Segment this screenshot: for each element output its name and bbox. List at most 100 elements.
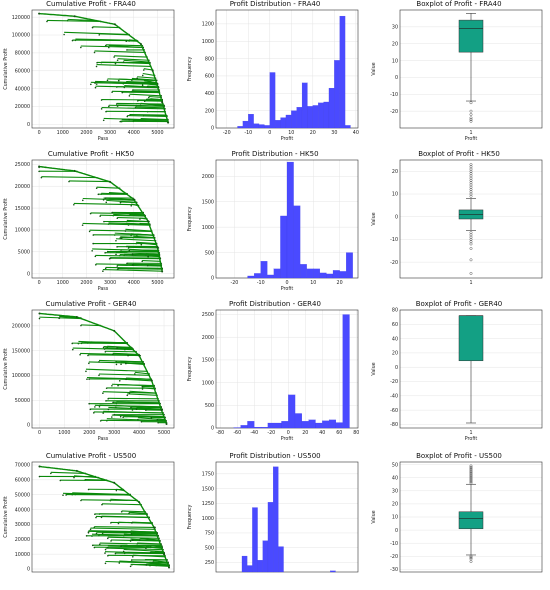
- pass-segment: [99, 33, 130, 36]
- pass-segment: [88, 530, 158, 534]
- chart-svg: -20 -10 0 10 20 30 Profit Value 1: [371, 9, 543, 142]
- y-tick-label: 500: [205, 250, 214, 256]
- y-axis-label: Frequency: [187, 206, 193, 231]
- chart-title: Profit Distribution - HK50: [231, 150, 319, 158]
- y-tick-label: -10: [390, 541, 398, 547]
- outlier-point: [469, 554, 473, 558]
- outlier-point: [469, 469, 473, 473]
- histogram-bar: [301, 421, 309, 429]
- pass-marker: [131, 253, 134, 256]
- y-tick-label: 10: [392, 58, 398, 64]
- x-axis-label: Pass: [98, 436, 109, 442]
- pass-marker: [143, 100, 146, 103]
- pass-marker: [87, 531, 90, 533]
- y-tick-label: 0: [211, 126, 214, 132]
- y-tick-label: 40000: [15, 86, 30, 92]
- pass-marker: [111, 384, 113, 387]
- histogram-bar: [293, 205, 301, 279]
- pass-segment: [90, 212, 144, 215]
- pass-segment: [127, 393, 158, 396]
- histogram-bar: [312, 105, 319, 129]
- outlier-point: [469, 109, 473, 113]
- x-tick-label: 3000: [104, 130, 116, 136]
- pass-marker: [102, 412, 105, 414]
- pass-marker: [128, 118, 130, 121]
- histogram-bar: [328, 87, 335, 129]
- series-point: [38, 12, 41, 15]
- x-tick-label: -80: [216, 430, 224, 436]
- y-tick-label: 10: [392, 192, 398, 198]
- y-tick-label: 200: [205, 108, 214, 114]
- pass-marker: [87, 488, 90, 491]
- pass-marker: [80, 324, 82, 327]
- pass-marker: [104, 552, 106, 554]
- y-tick-label: 15000: [15, 206, 30, 212]
- pass-marker: [94, 82, 96, 84]
- x-axis-label: Profit: [281, 136, 294, 142]
- pass-marker: [93, 51, 96, 54]
- outlier-point: [469, 467, 473, 470]
- y-tick-label: 1000: [202, 516, 214, 522]
- pass-marker: [115, 363, 118, 366]
- pass-segment: [41, 176, 97, 179]
- pass-marker: [116, 217, 119, 220]
- y-axis-label: Cumulative Profit: [3, 198, 9, 240]
- pass-marker: [105, 110, 107, 113]
- pass-marker: [113, 56, 115, 58]
- x-tick-label: 0: [38, 430, 41, 436]
- histogram-bar: [260, 261, 268, 279]
- pass-marker: [115, 239, 117, 242]
- y-tick-label: 50000: [15, 398, 30, 404]
- series-point: [38, 465, 41, 468]
- pass-segment: [90, 527, 156, 530]
- pass-marker: [71, 39, 74, 42]
- x-axis-label: Pass: [98, 286, 109, 292]
- pass-segment: [112, 352, 139, 355]
- pass-marker: [88, 378, 90, 380]
- histogram-bar: [318, 102, 324, 129]
- pass-marker: [141, 84, 144, 87]
- iqr-box: [458, 315, 484, 362]
- series-point: [153, 526, 156, 529]
- pass-marker: [111, 211, 113, 214]
- y-axis-label: Cumulative Profit: [3, 48, 9, 90]
- pass-marker: [112, 353, 114, 356]
- pass-marker: [145, 564, 148, 566]
- pass-segment: [129, 390, 157, 394]
- pass-segment: [90, 81, 158, 85]
- outlier-point: [469, 247, 473, 250]
- histogram-bar: [308, 419, 316, 429]
- y-tick-label: 40: [392, 336, 398, 342]
- pass-marker: [98, 34, 101, 36]
- chart-panel-9: Boxplot of Profit - GER40 -80 -60 -40 -20 0 20…: [368, 300, 550, 446]
- pass-segment: [125, 228, 152, 232]
- pass-marker: [148, 96, 150, 99]
- pass-segment: [112, 90, 160, 93]
- outlier-point: [469, 476, 473, 480]
- chart-title: Boxplot of Profit - US500: [416, 452, 502, 460]
- pass-marker: [118, 562, 121, 564]
- outlier-point: [469, 119, 473, 123]
- pass-marker: [98, 543, 101, 546]
- y-tick-label: 30: [392, 489, 398, 495]
- pass-marker: [88, 230, 91, 233]
- y-tick-label: 2500: [202, 312, 214, 318]
- pass-segment: [118, 78, 157, 82]
- y-tick-label: 1250: [202, 501, 214, 507]
- pass-marker: [115, 253, 117, 256]
- pass-segment: [73, 202, 138, 206]
- chart-title: Profit Distribution - US500: [229, 452, 321, 460]
- histogram-bar: [252, 507, 258, 573]
- series-point: [113, 329, 116, 332]
- plot-frame: [399, 461, 543, 573]
- pass-marker: [38, 475, 41, 478]
- histogram-bar: [323, 101, 330, 129]
- y-tick-label: 1500: [202, 199, 214, 205]
- y-tick-label: 20: [392, 502, 398, 508]
- pass-segment: [136, 407, 163, 410]
- chart-panel-6: Boxplot of Profit - HK50 -20 -10 0 10 20 Value…: [368, 150, 550, 296]
- pass-segment: [128, 246, 159, 249]
- pass-segment: [101, 107, 166, 110]
- pass-segment: [82, 197, 135, 201]
- grid: [32, 310, 174, 428]
